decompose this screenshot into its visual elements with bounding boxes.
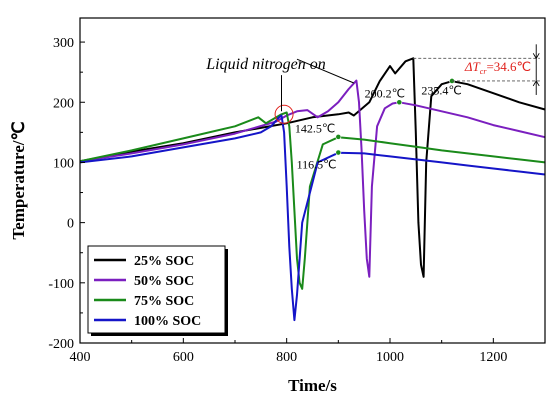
axes: 400 600 800 1000 1200 -200 -100 0 100 200 300 Time/… bbox=[9, 17, 546, 395]
series-line-2 bbox=[79, 111, 546, 290]
y-tick-label: -200 bbox=[48, 337, 74, 352]
legend-label-0: 25% SOC bbox=[134, 254, 194, 269]
annotation-arrow-1 bbox=[296, 58, 355, 84]
delta-arrow-head-bottom bbox=[532, 80, 540, 87]
x-axis-title: Time/s bbox=[288, 376, 337, 395]
x-tick-label: 600 bbox=[173, 350, 194, 365]
x-tick-label: 1000 bbox=[376, 350, 404, 365]
y-tick-label: -100 bbox=[48, 277, 74, 292]
data-marker-0 bbox=[396, 99, 403, 106]
y-tick-label: 200 bbox=[53, 96, 74, 111]
x-tick-label: 400 bbox=[70, 350, 91, 365]
delta-arrow-head-top bbox=[532, 53, 540, 60]
annotation-3: 142.5℃ bbox=[295, 121, 335, 135]
x-tick-label: 800 bbox=[276, 350, 297, 365]
series-line-0 bbox=[79, 57, 546, 278]
legend-label-2: 75% SOC bbox=[134, 294, 194, 309]
data-marker-3 bbox=[335, 149, 342, 156]
legend-label-1: 50% SOC bbox=[134, 274, 194, 289]
plot-frame bbox=[79, 17, 546, 344]
annotation-4: 116.5℃ bbox=[297, 157, 337, 171]
y-axis-title: Temperature/℃ bbox=[9, 121, 28, 239]
annotation-1: 200.2℃ bbox=[365, 86, 405, 100]
y-tick-label: 300 bbox=[53, 36, 74, 51]
annotation-2: 235.4℃ bbox=[421, 83, 461, 97]
legend: 25% SOC 50% SOC 75% SOC 100% SOC bbox=[87, 245, 228, 336]
series-line-1 bbox=[79, 79, 546, 278]
y-tick-label: 100 bbox=[53, 156, 74, 171]
y-tick-label: 0 bbox=[67, 217, 74, 232]
series-layer bbox=[79, 57, 546, 322]
data-marker-2 bbox=[335, 133, 342, 140]
series-line-3 bbox=[79, 114, 546, 322]
delta-label: ΔTcr=34.6℃ bbox=[464, 59, 531, 76]
annotation-layer: Liquid nitrogen on 200.2℃ 235.4℃ 142.5℃ 116.… bbox=[205, 44, 540, 171]
highlight-circle bbox=[274, 104, 294, 124]
marker-layer bbox=[335, 78, 455, 156]
annotation-0: Liquid nitrogen on bbox=[205, 56, 325, 73]
legend-label-3: 100% SOC bbox=[134, 314, 201, 329]
x-tick-label: 1200 bbox=[479, 350, 507, 365]
